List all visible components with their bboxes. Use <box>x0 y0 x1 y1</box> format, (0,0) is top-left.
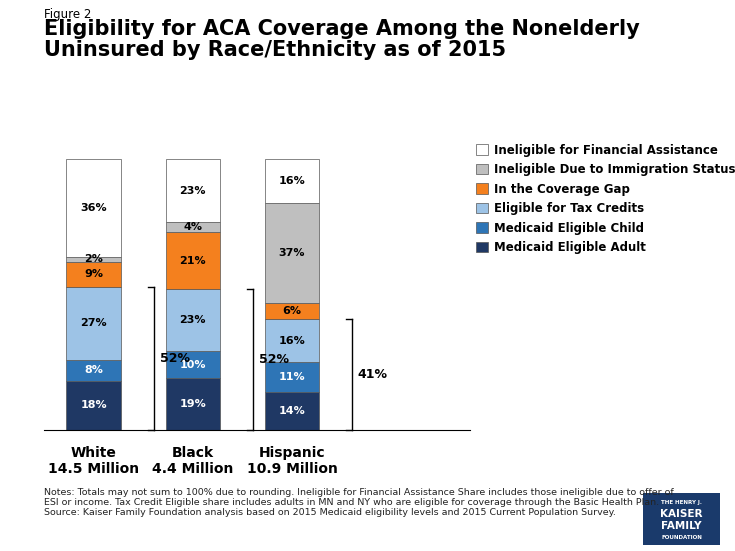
Bar <box>66 359 121 381</box>
Text: KAISER: KAISER <box>661 509 703 519</box>
Text: 6%: 6% <box>282 306 301 316</box>
Text: THE HENRY J.: THE HENRY J. <box>662 500 702 505</box>
Text: 21%: 21% <box>179 256 206 266</box>
Text: 4.4 Million: 4.4 Million <box>152 462 234 476</box>
Text: Notes: Totals may not sum to 100% due to rounding. Ineligible for Financial Assi: Notes: Totals may not sum to 100% due to… <box>44 488 674 517</box>
Text: Black: Black <box>172 446 214 460</box>
Text: 23%: 23% <box>179 315 206 325</box>
Bar <box>66 257 121 262</box>
Text: 2%: 2% <box>85 255 103 264</box>
Bar <box>265 302 319 319</box>
Text: 4%: 4% <box>183 222 202 232</box>
Text: FAMILY: FAMILY <box>662 521 702 531</box>
Text: Hispanic: Hispanic <box>259 446 326 460</box>
Text: 19%: 19% <box>179 399 207 409</box>
Text: 23%: 23% <box>179 186 206 196</box>
Bar <box>265 203 319 302</box>
Bar <box>165 289 220 352</box>
Bar <box>66 381 121 430</box>
Text: FOUNDATION: FOUNDATION <box>662 534 702 539</box>
Text: 16%: 16% <box>279 336 305 345</box>
Text: 41%: 41% <box>358 368 388 381</box>
Text: Eligibility for ACA Coverage Among the Nonelderly: Eligibility for ACA Coverage Among the N… <box>44 19 640 39</box>
Bar <box>265 392 319 430</box>
Bar <box>265 362 319 392</box>
Text: 11%: 11% <box>279 372 305 382</box>
Bar <box>165 352 220 379</box>
Text: 14.5 Million: 14.5 Million <box>48 462 139 476</box>
Text: 37%: 37% <box>279 248 305 258</box>
Bar <box>165 222 220 233</box>
Bar <box>165 379 220 430</box>
Text: 52%: 52% <box>159 352 190 365</box>
Text: 9%: 9% <box>85 269 103 279</box>
Bar <box>265 159 319 203</box>
Legend: Ineligible for Financial Assistance, Ineligible Due to Immigration Status, In th: Ineligible for Financial Assistance, Ine… <box>476 144 735 254</box>
Text: Uninsured by Race/Ethnicity as of 2015: Uninsured by Race/Ethnicity as of 2015 <box>44 40 506 60</box>
Bar <box>66 287 121 359</box>
Text: 18%: 18% <box>80 401 107 410</box>
Bar <box>265 319 319 362</box>
Bar <box>66 262 121 287</box>
Text: Figure 2: Figure 2 <box>44 8 91 21</box>
Text: White: White <box>71 446 117 460</box>
Text: 14%: 14% <box>279 406 305 416</box>
Bar <box>66 159 121 257</box>
Text: 52%: 52% <box>259 353 289 366</box>
Text: 10.9 Million: 10.9 Million <box>246 462 337 476</box>
Text: 36%: 36% <box>80 203 107 213</box>
Text: 10%: 10% <box>179 360 206 370</box>
Text: 8%: 8% <box>85 365 103 375</box>
Bar <box>165 159 220 222</box>
Text: 27%: 27% <box>80 318 107 328</box>
Bar <box>165 233 220 289</box>
Text: 16%: 16% <box>279 176 305 186</box>
